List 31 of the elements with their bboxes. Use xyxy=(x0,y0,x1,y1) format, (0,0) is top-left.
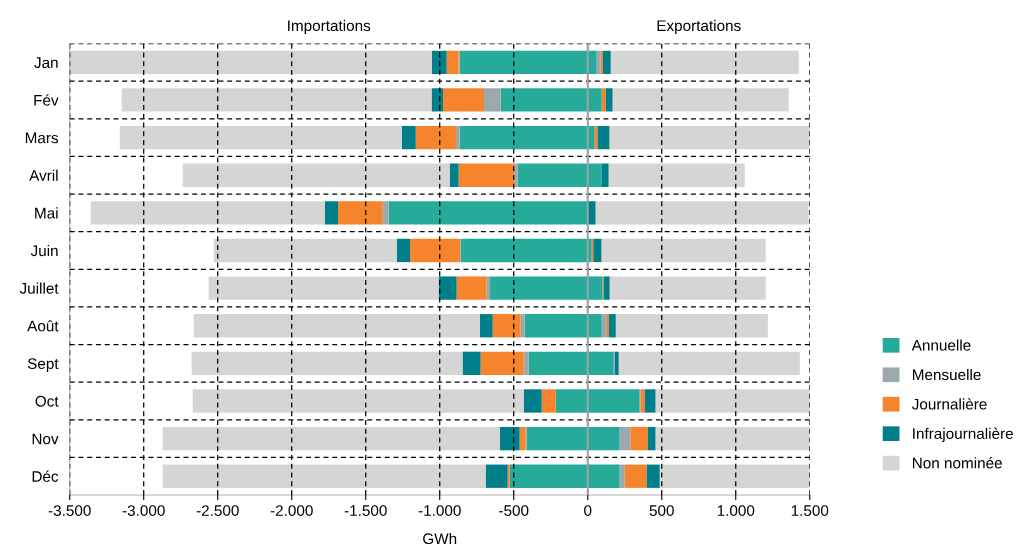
x-tick-label: -3.500 xyxy=(48,505,91,516)
y-tick-label: Avril xyxy=(29,169,58,181)
x-tick-label: -2.500 xyxy=(196,505,239,516)
y-tick-label: Nov xyxy=(32,433,59,445)
x-tick-label: 1.500 xyxy=(791,505,829,516)
y-tick-label: Sept xyxy=(27,358,59,373)
x-axis-title: GWh xyxy=(423,532,457,544)
legend-label: Non nominée xyxy=(912,457,1002,469)
y-tick-label: Fév xyxy=(34,94,59,106)
y-tick-label: Juin xyxy=(30,244,58,257)
y-tick-label: Mai xyxy=(35,207,58,219)
text: Exportations xyxy=(657,19,741,35)
x-tick-label: 1.000 xyxy=(717,505,755,516)
x-tick-label: 500 xyxy=(649,505,674,516)
y-tick-label: Oct xyxy=(35,395,59,407)
x-tick-label: -2.000 xyxy=(270,505,313,516)
x-tick-label: -1.000 xyxy=(418,505,461,516)
y-tick-label: Août xyxy=(27,320,59,332)
y-tick-label: Jan xyxy=(34,57,58,69)
y-tick-label: Déc xyxy=(32,470,59,482)
legend-label: Annuelle xyxy=(911,339,971,351)
y-tick-label: Juillet xyxy=(19,282,59,294)
legend-label: Mensuelle xyxy=(912,368,981,381)
x-tick-label: -3.000 xyxy=(122,505,165,516)
legend-label: Infrajournalière xyxy=(913,427,1013,443)
x-tick-label: -500 xyxy=(499,505,529,516)
x-tick-label: -1.500 xyxy=(344,505,387,516)
text: Importations xyxy=(288,19,371,35)
legend-label: Journalière xyxy=(911,398,987,410)
y-tick-label: Mars xyxy=(25,132,59,144)
x-tick-label: 0 xyxy=(584,505,592,516)
